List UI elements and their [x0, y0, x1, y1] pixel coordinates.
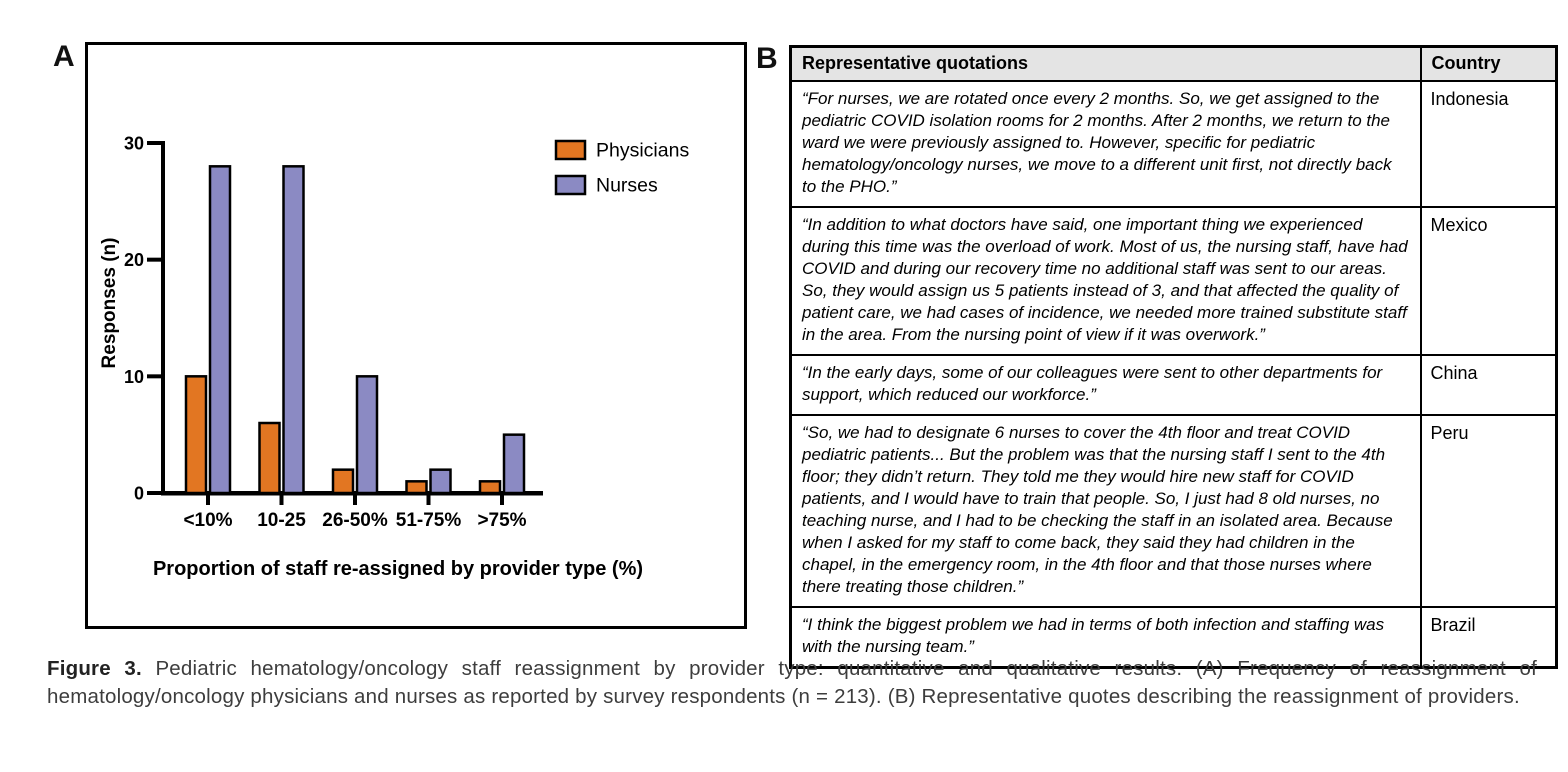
- y-axis-line: [161, 141, 165, 495]
- legend-swatch-physicians: [554, 139, 587, 161]
- chart-panel: 0 10 20 30 <10% 10-25 26-50% 51-75% >75% Proporti…: [85, 42, 747, 629]
- y-tick-label: 30: [124, 134, 144, 154]
- quote-cell: “In the early days, some of our colleagu…: [789, 354, 1422, 416]
- table-row: “In addition to what doctors have said, …: [789, 206, 1558, 356]
- quote-cell: “For nurses, we are rotated once every 2…: [789, 80, 1422, 208]
- bar-nurses-10-25: [282, 165, 305, 495]
- panel-a-label: A: [53, 40, 75, 73]
- header-row: Representative quotations Country: [789, 45, 1558, 82]
- table-row: “I think the biggest problem we had in t…: [789, 606, 1558, 669]
- legend-label-physicians: Physicians: [596, 140, 689, 162]
- y-axis-tick: [147, 141, 161, 145]
- country-cell: Indonesia: [1419, 80, 1558, 208]
- quotes-table: Representative quotations Country “For n…: [789, 45, 1558, 669]
- quote-cell: “So, we had to designate 6 nurses to cov…: [789, 414, 1422, 608]
- y-axis-tick: [147, 257, 161, 262]
- bar-nurses-<10%: [208, 165, 232, 495]
- bar-physicians-10-25: [258, 421, 281, 495]
- y-tick-label: 10: [124, 367, 144, 387]
- bar-physicians-26-50%: [331, 468, 355, 495]
- country-cell: Peru: [1419, 414, 1558, 608]
- panel-b-label: B: [756, 42, 778, 75]
- x-axis-tick: [353, 495, 357, 505]
- country-cell: China: [1419, 354, 1558, 416]
- country-cell: Mexico: [1419, 206, 1558, 356]
- x-axis-tick: [206, 495, 210, 505]
- bar-nurses-51-75%: [429, 468, 452, 495]
- x-axis-tick: [279, 495, 284, 505]
- quotes-table-body: “For nurses, we are rotated once every 2…: [789, 80, 1558, 669]
- x-tick-label: <10%: [183, 510, 232, 531]
- legend-label-nurses: Nurses: [596, 175, 658, 197]
- table-row: “In the early days, some of our colleagu…: [789, 354, 1558, 416]
- bar-nurses-26-50%: [355, 375, 379, 495]
- bar-physicians-51-75%: [405, 480, 428, 495]
- quote-cell: “I think the biggest problem we had in t…: [789, 606, 1422, 669]
- bar-chart: 0 10 20 30 <10% 10-25 26-50% 51-75% >75% Proporti…: [99, 134, 689, 581]
- y-axis-tick: [147, 491, 161, 495]
- country-cell: Brazil: [1419, 606, 1558, 669]
- y-tick-label: 0: [134, 484, 144, 504]
- x-tick-label: 10-25: [257, 510, 306, 531]
- legend-swatch-nurses: [554, 174, 587, 196]
- figure-caption-text: Pediatric hematology/oncology staff reas…: [47, 657, 1538, 708]
- x-axis-title: Proportion of staff re-assigned by provi…: [153, 558, 643, 580]
- y-tick-label: 20: [124, 250, 144, 270]
- col-header-country: Country: [1419, 45, 1558, 82]
- x-tick-label: >75%: [477, 510, 526, 531]
- x-axis-tick: [500, 495, 504, 505]
- figure-caption: Figure 3. Pediatric hematology/oncology …: [47, 655, 1537, 710]
- table-row: “So, we had to designate 6 nurses to cov…: [789, 414, 1558, 608]
- quotes-table-head: Representative quotations Country: [789, 45, 1558, 82]
- bar-nurses->75%: [502, 433, 526, 495]
- quote-cell: “In addition to what doctors have said, …: [789, 206, 1422, 356]
- x-axis-tick: [426, 495, 431, 505]
- col-header-quotations: Representative quotations: [789, 45, 1422, 82]
- figure-caption-label: Figure 3.: [47, 657, 142, 680]
- bar-physicians-<10%: [184, 375, 208, 495]
- quotes-panel: Representative quotations Country “For n…: [789, 45, 1558, 669]
- y-axis-tick: [147, 374, 161, 379]
- x-tick-label: 51-75%: [396, 510, 462, 531]
- x-tick-label: 26-50%: [322, 510, 388, 531]
- table-row: “For nurses, we are rotated once every 2…: [789, 80, 1558, 208]
- y-axis-title: Responses (n): [99, 238, 120, 369]
- bar-physicians->75%: [478, 480, 502, 495]
